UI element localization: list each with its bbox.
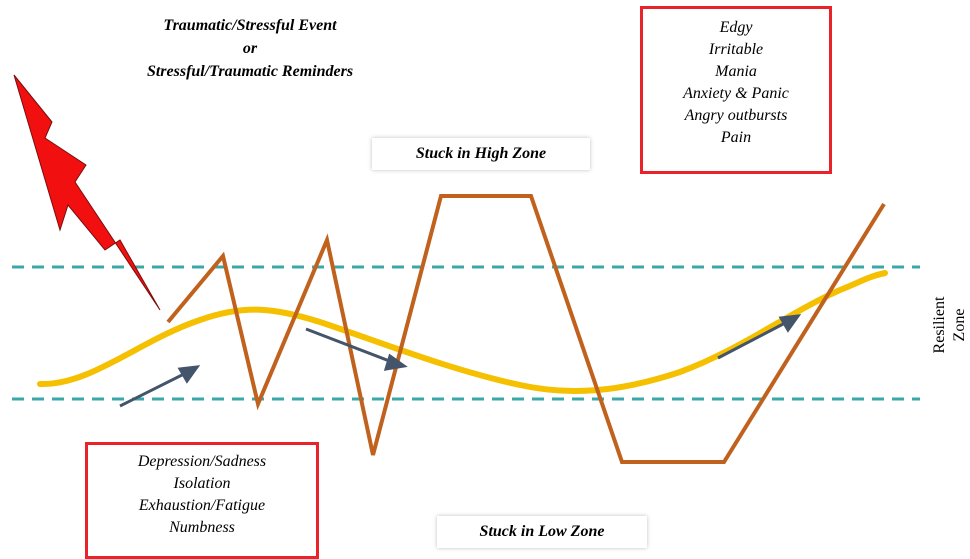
high-zone-label: Stuck in High Zone — [372, 138, 590, 170]
arrow-icon — [119, 365, 201, 408]
high-symptom: Edgy — [719, 19, 753, 36]
low-symptom: Exhaustion/Fatigue — [138, 497, 266, 514]
high-symptoms-box: Edgy Irritable Mania Anxiety & Panic Ang… — [640, 6, 832, 174]
stuck-line — [166, 194, 886, 464]
high-symptom: Irritable — [708, 41, 764, 58]
high-symptom: Anxiety & Panic — [683, 85, 789, 102]
arrow-icon — [717, 314, 802, 360]
high-symptom: Angry outbursts — [684, 107, 788, 124]
event-line-2: or — [242, 40, 258, 57]
event-title: Traumatic/Stressful Event or Stressful/T… — [110, 14, 390, 83]
resilient-line-1: Resilient — [931, 296, 948, 354]
low-zone-label: Stuck in Low Zone — [437, 516, 647, 548]
low-symptom: Numbness — [169, 519, 235, 536]
resilient-curve — [37, 270, 888, 394]
low-symptom: Depression/Sadness — [137, 453, 267, 470]
lightning-bolt-icon — [13, 74, 161, 311]
low-symptom: Isolation — [173, 475, 231, 492]
resilient-zone-label: Resilient Zone — [930, 275, 970, 375]
resilient-line-2: Zone — [951, 308, 968, 342]
high-symptom: Mania — [715, 63, 757, 80]
arrow-icon — [305, 327, 408, 371]
event-line-1: Traumatic/Stressful Event — [163, 17, 337, 34]
low-symptoms-box: Depression/Sadness Isolation Exhaustion/… — [85, 442, 319, 559]
high-symptom: Pain — [720, 129, 752, 146]
event-line-3: Stressful/Traumatic Reminders — [146, 63, 354, 80]
